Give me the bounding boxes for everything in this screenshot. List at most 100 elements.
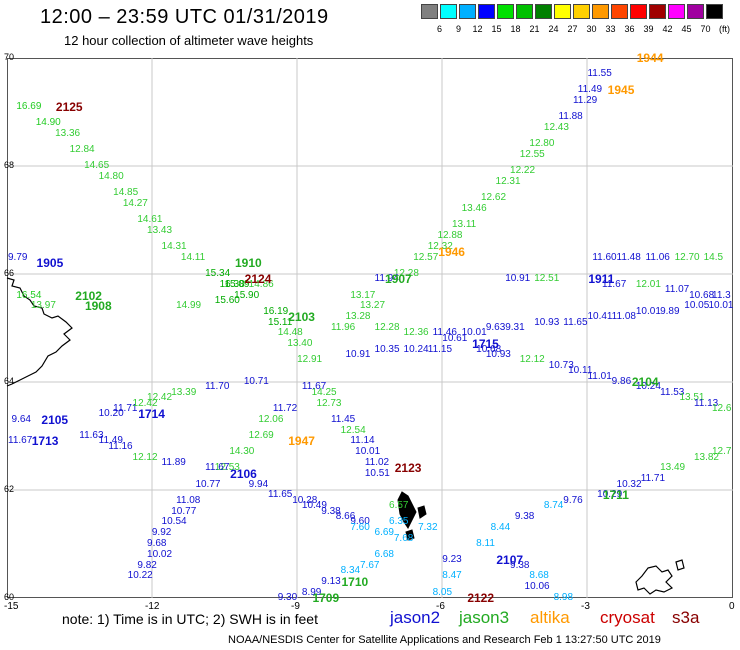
scale-label: 9 [455,24,461,34]
wave-height-value: 11.71 [113,403,138,414]
wave-height-value: 10.93 [534,316,560,328]
pass-time-label: 2105 [41,412,69,427]
wave-height-value: 16.69 [16,100,42,112]
wave-height-value: 10.73 [548,359,574,371]
wave-height-value: 7.67 [360,559,380,571]
satellite-name-altika: altika [530,608,570,627]
wave-height-value: 8.68 [529,570,549,582]
wave-height-value: 13.46 [461,203,487,215]
wave-height-value: 13.51 [679,392,705,404]
note-text: note: 1) Time is in UTC; 2) SWH is in fe… [62,611,318,627]
wave-height-value: 9.79 [8,251,28,263]
wave-height-value: 12.22 [510,165,536,177]
wave-height-value: 13.97 [30,300,56,312]
wave-height-value: 13.39 [171,386,197,398]
scale-swatch [592,4,609,19]
wave-height-value: 12.01 [635,278,661,290]
scale-label: 21 [529,24,540,34]
wave-height-value: 7.32 [418,521,438,533]
wave-height-value: 9.30 [277,592,298,603]
scale-label: 18 [510,24,521,34]
wave-height-value: 14.27 [122,197,148,209]
wave-height-value: 11.49 [577,84,603,96]
grid-lines [7,58,733,598]
scale-label: 39 [643,24,654,34]
wave-height-value: 11.14 [350,435,375,447]
wave-height-value: 10.77 [195,478,221,490]
lat-tick-label: 68 [4,160,15,170]
scale-swatch [706,4,723,19]
wave-height-value: 11.65 [563,316,588,328]
satellite-name-jason2: jason2 [390,608,441,627]
wave-height-value: 10.01 [708,300,734,312]
pass-time-label: 1911 [588,272,615,287]
scale-swatch [516,4,533,19]
wave-height-value: 12.57 [413,251,439,263]
wave-height-value: 12.06 [258,413,284,425]
wave-height-value: 13.43 [147,224,173,236]
wave-height-value: 9.31 [505,322,525,333]
wave-height-value: 8.98 [553,592,574,603]
wave-height-value: 11.89 [161,457,186,468]
wave-height-value: 12.62 [481,192,507,204]
wave-height-value: 14.31 [161,241,187,252]
pass-time-label: 2125 [55,99,83,114]
wave-height-value: 14.80 [98,170,124,182]
pass-time-label: 2124 [244,272,272,287]
wave-height-value: 15.60 [214,295,240,306]
wave-height-value: 13.82 [693,451,719,463]
wave-height-value: 11.70 [205,381,230,393]
wave-height-value: 8.44 [490,521,511,533]
wave-height-value: 10.51 [364,467,390,479]
scale-swatch [649,4,666,19]
wave-height-value: 11.96 [330,322,356,333]
lat-tick-label: 70 [4,52,15,62]
wave-height-value: 11.67 [301,381,327,393]
wave-height-value: 10.91 [505,273,531,285]
pass-time-label: 2104 [631,375,659,389]
scale-swatch [687,4,704,19]
wave-height-value: 12.28 [374,322,400,333]
wave-height-value: 14.85 [113,187,139,198]
wave-height-value: 9.94 [248,478,269,490]
wave-height-value: 9.38 [321,505,341,517]
page-subtitle: 12 hour collection of altimeter wave hei… [64,33,314,48]
wave-height-value: 12.12 [132,451,158,463]
wave-height-value: 10.32 [616,478,642,490]
page-title: 12:00 – 23:59 UTC 01/31/2019 [40,6,329,28]
wave-height-value: 13.36 [55,127,81,139]
wave-height-value: 8.66 [335,511,356,522]
wave-height-value: 10.35 [374,343,400,355]
wave-height-value: 9.68 [147,538,167,549]
scale-swatch [630,4,647,19]
lon-tick-label: -12 [145,601,160,612]
wave-height-value: 11.63 [79,430,104,441]
wave-height-value: 11.06 [645,251,670,263]
wave-height-value: 6.35 [389,516,409,528]
shetland-islands [635,559,685,595]
wave-height-value: 13.40 [287,338,313,350]
wave-height-value: 10.68 [689,289,715,301]
wave-height-value: 14.86 [248,278,274,290]
wave-height-value: 11.08 [611,311,636,323]
wave-height-value: 15.90 [234,289,260,301]
wave-height-value: 8.47 [442,570,462,582]
wave-height-value: 16.54 [16,289,42,301]
wave-height-value: 11.46 [432,327,457,339]
scale-swatch [535,4,552,19]
wave-height-value: 11.53 [660,386,685,398]
wave-height-value: 12.53 [214,462,240,474]
satellite-name-cryosat: cryosat [600,608,655,627]
scale-swatch [459,4,476,19]
wave-height-value: 11.3 [712,289,731,301]
wave-height-value: 12.55 [519,149,545,161]
wave-height-value: 13.49 [660,462,686,474]
wave-height-value: 11.49 [98,435,123,447]
scale-label: 27 [567,24,578,34]
wave-height-value: 14.48 [277,327,303,339]
satellite-name-s3a: s3a [672,608,700,627]
wave-height-value: 11.07 [664,284,690,296]
wave-height-value: 12.80 [529,138,555,150]
wave-height-value: 11.16 [108,440,133,452]
